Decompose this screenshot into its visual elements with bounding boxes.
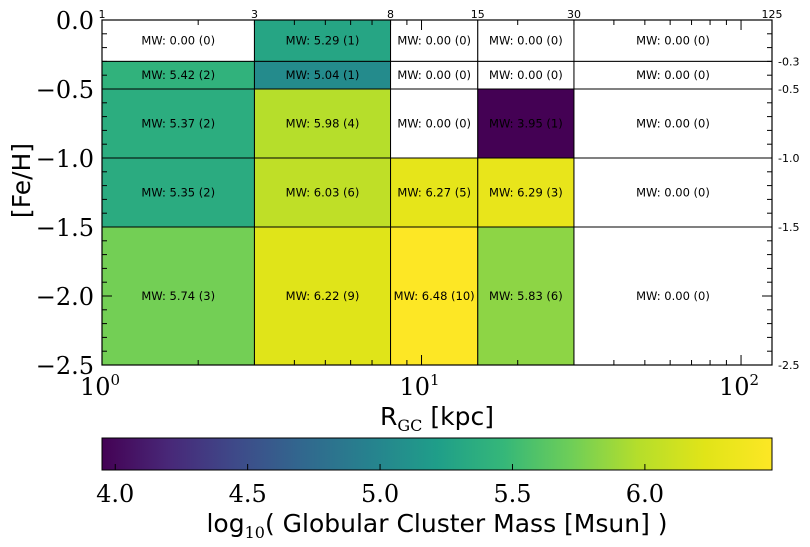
heatmap-cell <box>390 60 479 90</box>
x-tick-label: 100 <box>80 371 120 401</box>
cell-label: MW: 0.00 (0) <box>397 117 471 131</box>
heatmap-cell <box>253 88 392 159</box>
heatmap-cell <box>390 157 479 228</box>
colorbar-tick-label: 6.0 <box>626 480 664 508</box>
heatmap-cell <box>573 226 773 366</box>
y-tick-label: −2.5 <box>36 352 94 380</box>
heatmap-cell <box>477 88 575 159</box>
cell-label: MW: 3.95 (1) <box>489 117 563 131</box>
y-tick-label: −0.5 <box>36 76 94 104</box>
cell-label: MW: 5.04 (1) <box>286 68 360 82</box>
x-tick-label: 101 <box>399 371 439 401</box>
colorbar-tick-label: 5.5 <box>493 480 531 508</box>
cell-label: MW: 6.27 (5) <box>397 186 471 200</box>
y-bin-edge-label: -0.3 <box>778 55 799 68</box>
cell-label: MW: 0.00 (0) <box>636 289 710 303</box>
cell-label: MW: 5.35 (2) <box>141 186 215 200</box>
colorbar-tick-label: 4.5 <box>229 480 267 508</box>
heatmap-cell <box>101 19 255 62</box>
plot-frame <box>101 19 773 366</box>
y-tick-label: −1.0 <box>36 145 94 173</box>
cell-label: MW: 6.03 (6) <box>286 186 360 200</box>
y-tick-label: 0.0 <box>56 7 94 35</box>
cell-label: MW: 5.37 (2) <box>141 117 215 131</box>
x-bin-edge-label: 1 <box>99 8 106 21</box>
y-bin-edge-label: -1.5 <box>778 221 799 234</box>
cell-label: MW: 5.42 (2) <box>141 68 215 82</box>
y-tick-label: −2.0 <box>36 283 94 311</box>
cell-label: MW: 5.98 (4) <box>286 117 360 131</box>
heatmap-cell <box>390 88 479 159</box>
cell-label: MW: 0.00 (0) <box>636 186 710 200</box>
heatmap-cell <box>573 157 773 228</box>
heatmap-cell <box>253 19 392 62</box>
x-bin-edge-label: 125 <box>762 8 783 21</box>
x-axis-label: RGC [kpc] <box>380 402 494 435</box>
heatmap-cell <box>253 157 392 228</box>
cell-label: MW: 0.00 (0) <box>489 68 563 82</box>
y-bin-edge-label: -0.5 <box>778 83 799 96</box>
cell-label: MW: 0.00 (0) <box>141 34 215 48</box>
cell-label: MW: 0.00 (0) <box>397 34 471 48</box>
cell-label: MW: 0.00 (0) <box>636 34 710 48</box>
x-bin-edge-label: 8 <box>387 8 394 21</box>
x-bin-edge-label: 15 <box>471 8 485 21</box>
heatmap-cell <box>477 157 575 228</box>
colorbar-tick-label: 4.0 <box>96 480 134 508</box>
colorbar <box>101 437 773 471</box>
y-bin-edge-label: -2.5 <box>778 359 799 372</box>
cell-label: MW: 0.00 (0) <box>636 68 710 82</box>
cell-label: MW: 5.29 (1) <box>286 34 360 48</box>
cell-label: MW: 0.00 (0) <box>636 117 710 131</box>
cell-label: MW: 0.00 (0) <box>489 34 563 48</box>
heatmap-cell <box>101 226 255 366</box>
colorbar-label: log10( Globular Cluster Mass [Msun] ) <box>206 509 667 542</box>
cell-label: MW: 6.22 (9) <box>286 289 360 303</box>
cell-label: MW: 6.29 (3) <box>489 186 563 200</box>
cell-label: MW: 6.48 (10) <box>394 289 475 303</box>
x-tick-label: 102 <box>719 371 759 401</box>
cell-label: MW: 5.74 (3) <box>141 289 215 303</box>
heatmap-cell <box>253 226 392 366</box>
y-tick-label: −1.5 <box>36 214 94 242</box>
heatmap-cell <box>573 60 773 90</box>
x-bin-edge-label: 3 <box>251 8 258 21</box>
cell-label: MW: 5.83 (6) <box>489 289 563 303</box>
heatmap-cell <box>390 226 479 366</box>
colorbar-tick-label: 5.0 <box>361 480 399 508</box>
heatmap-cell <box>573 88 773 159</box>
cell-label: MW: 0.00 (0) <box>397 68 471 82</box>
y-axis-label: [Fe/H] <box>7 143 36 218</box>
x-bin-edge-label: 30 <box>567 8 581 21</box>
y-bin-edge-label: -1.0 <box>778 152 799 165</box>
